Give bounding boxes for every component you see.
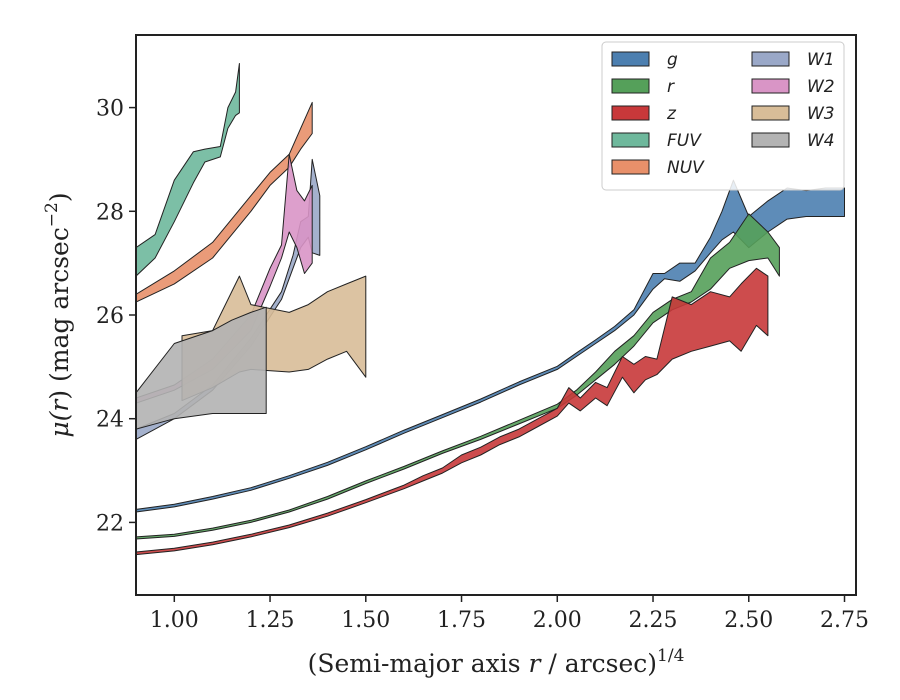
ticks-layer: 1.00 1.25 1.50 1.75 2.00 2.25 2.50 2.75 22 24 26 28… xyxy=(96,97,869,633)
legend-swatch-r xyxy=(611,78,650,94)
series-band-r xyxy=(136,213,780,540)
legend-entries: grz FUV NUV W1 W2 W3 W4 xyxy=(611,50,835,178)
legend-swatch-w3 xyxy=(751,105,790,121)
x-axis-title: (Semi-major axis r / arcsec)1/4 xyxy=(308,646,685,678)
y-tick-label: 28 xyxy=(96,200,124,225)
legend-swatch-z xyxy=(611,105,650,121)
y-tick-label: 30 xyxy=(96,97,124,122)
series-layer xyxy=(136,63,845,556)
legend-swatch-g xyxy=(611,51,650,67)
x-tick-label: 2.50 xyxy=(724,608,773,633)
series-band-nuv xyxy=(136,101,313,303)
y-tick-label: 26 xyxy=(96,304,124,329)
legend-swatch-nuv xyxy=(611,159,650,175)
legend-swatch-fuv xyxy=(611,132,650,148)
x-tick-label: 1.50 xyxy=(341,608,390,633)
x-tick-label: 2.25 xyxy=(629,608,678,633)
y-tick-label: 24 xyxy=(96,408,124,433)
legend-label-w3: W3 xyxy=(807,104,835,124)
legend-label-w1: W1 xyxy=(807,50,835,70)
legend: grz FUV NUV W1 W2 W3 W4 xyxy=(601,41,845,191)
x-tick-label: 1.25 xyxy=(246,608,295,633)
legend-swatch-w2 xyxy=(751,78,790,94)
series-band-z xyxy=(136,267,769,556)
legend-label-nuv: NUV xyxy=(667,158,705,178)
series-band-fuv xyxy=(136,63,240,277)
legend-label-w4: W4 xyxy=(807,131,835,151)
legend-label-fuv: FUV xyxy=(667,131,702,151)
legend-swatch-w4 xyxy=(751,132,790,148)
legend-label-r: r xyxy=(667,77,675,97)
series-band-w4 xyxy=(136,306,267,430)
legend-label-w2: W2 xyxy=(807,77,835,97)
legend-label-g: g xyxy=(667,50,678,70)
y-axis-title: μ(r) (mag arcsec−2) xyxy=(42,192,74,437)
y-tick-label: 22 xyxy=(96,511,124,536)
x-tick-label: 2.00 xyxy=(533,608,582,633)
legend-label-z: z xyxy=(666,104,677,124)
legend-swatch-w1 xyxy=(751,51,790,67)
x-tick-label: 2.75 xyxy=(820,608,869,633)
series-band-g xyxy=(136,179,845,513)
x-tick-label: 1.00 xyxy=(150,608,199,633)
x-tick-label: 1.75 xyxy=(437,608,486,633)
